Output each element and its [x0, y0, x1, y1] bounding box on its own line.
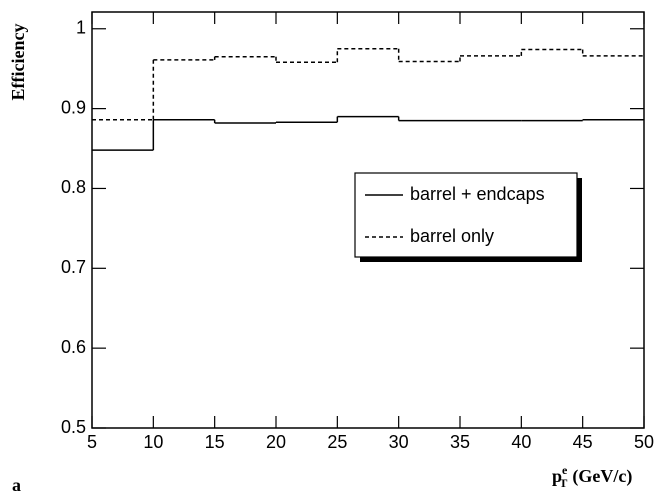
x-label-sup: e — [562, 463, 568, 477]
series — [92, 115, 644, 151]
y-tick-label: 0.9 — [61, 97, 86, 117]
x-tick-label: 35 — [450, 432, 470, 452]
x-tick-label: 25 — [327, 432, 347, 452]
x-tick-label: 40 — [511, 432, 531, 452]
x-tick-label: 5 — [87, 432, 97, 452]
x-tick-label: 20 — [266, 432, 286, 452]
plot-frame — [91, 11, 645, 429]
x-label-unit: (GeV/c) — [572, 466, 632, 487]
x-tick-label: 45 — [573, 432, 593, 452]
x-axis-label: pe T (GeV/c) — [552, 463, 632, 490]
x-tick-label: 10 — [143, 432, 163, 452]
legend-box — [354, 172, 578, 258]
x-tick-label: 30 — [389, 432, 409, 452]
y-tick-label: 0.6 — [61, 337, 86, 357]
y-tick-label: 0.5 — [61, 417, 86, 437]
x-label-sub: T — [559, 476, 567, 490]
y-axis-label: Efficiency — [8, 24, 28, 101]
series — [92, 47, 644, 121]
legend-label: barrel only — [410, 226, 494, 246]
y-tick-label: 0.8 — [61, 177, 86, 197]
y-tick-label: 0.7 — [61, 257, 86, 277]
x-label-main: p — [552, 466, 562, 486]
legend-label: barrel + endcaps — [410, 184, 545, 204]
y-tick-label: 1 — [76, 18, 86, 38]
panel-label: a — [12, 475, 21, 495]
x-tick-label: 15 — [205, 432, 225, 452]
x-tick-label: 50 — [634, 432, 654, 452]
